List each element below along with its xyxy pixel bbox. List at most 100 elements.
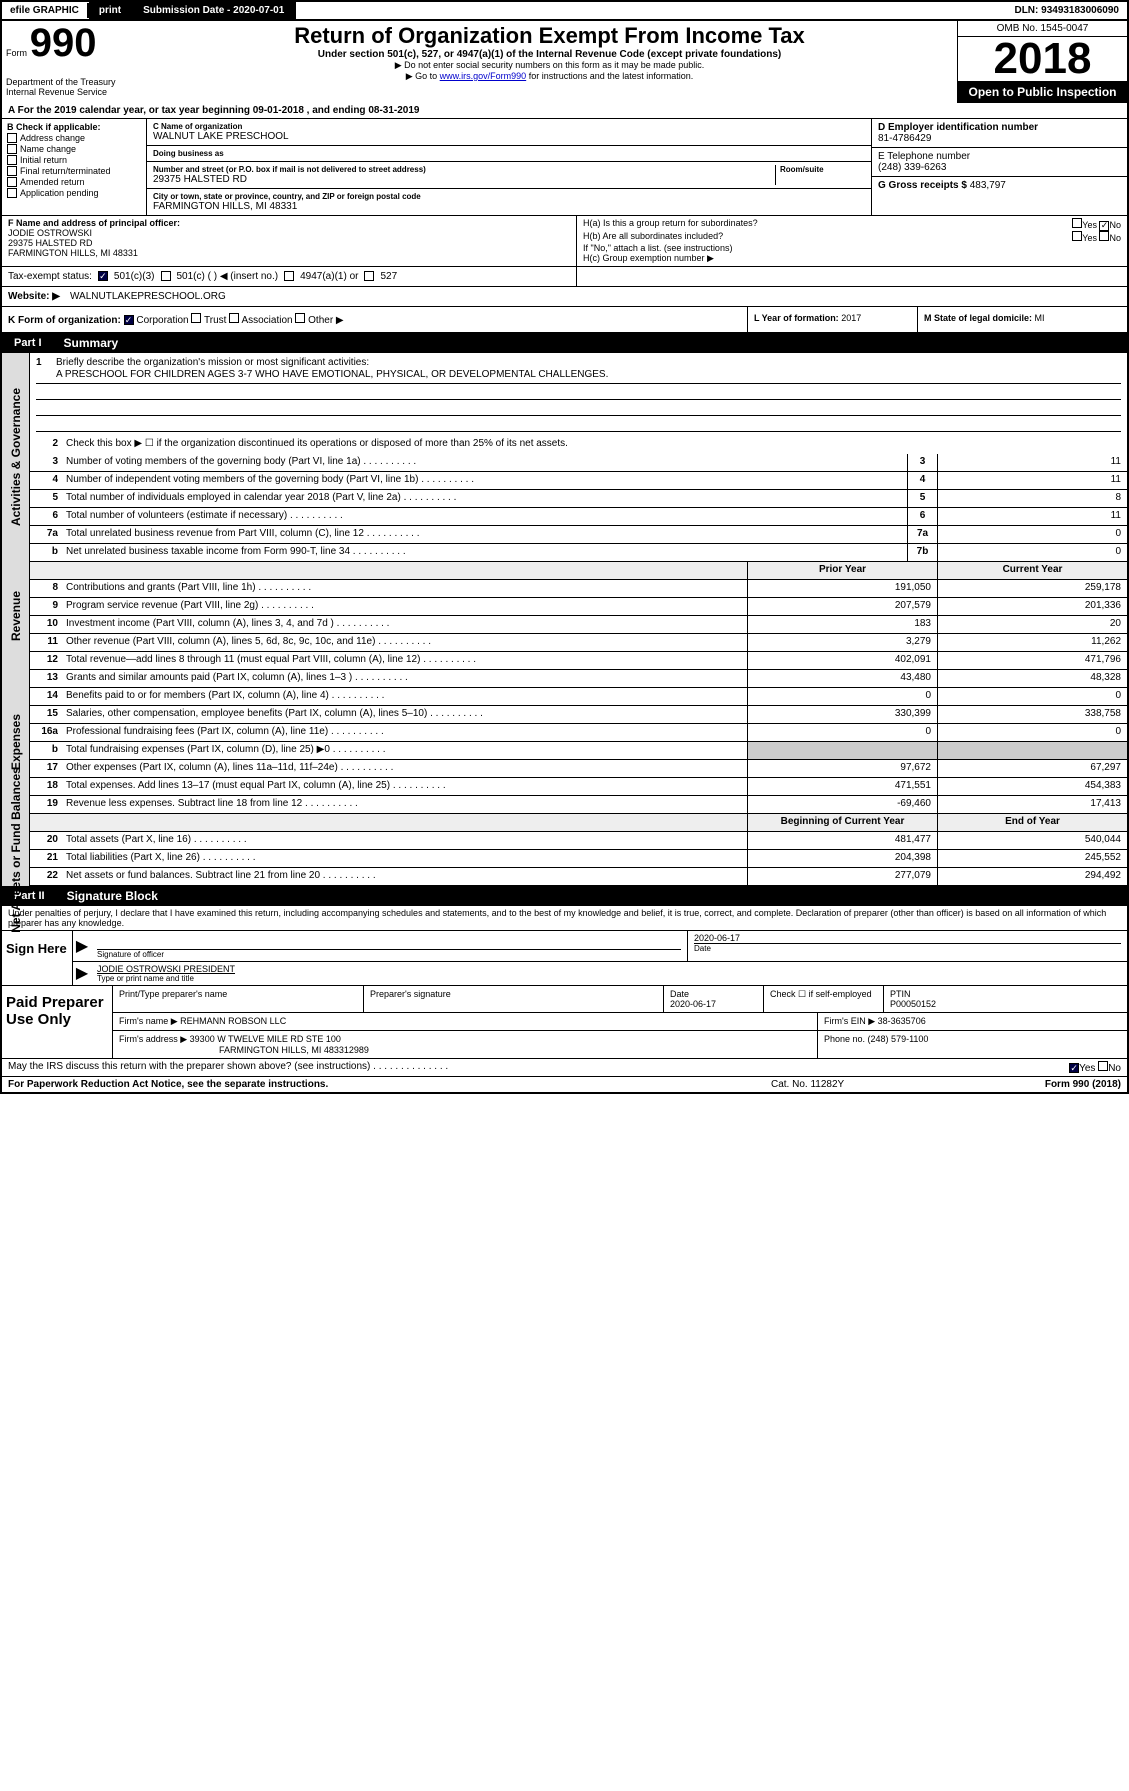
cb-trust[interactable] — [191, 313, 201, 323]
cb-discuss-yes[interactable]: ✓ — [1069, 1063, 1079, 1073]
col-c: C Name of organization WALNUT LAKE PRESC… — [147, 119, 872, 215]
arrow-icon: ▶ — [73, 931, 91, 961]
cb-other[interactable] — [295, 313, 305, 323]
part-i-header: Part I Summary — [2, 333, 1127, 353]
col-b-title: B Check if applicable: — [7, 122, 141, 132]
table-row: 9Program service revenue (Part VIII, lin… — [30, 598, 1127, 616]
table-row: 21Total liabilities (Part X, line 26)204… — [30, 850, 1127, 868]
note2-pre: ▶ Go to — [406, 71, 440, 81]
firm-addr-lbl: Firm's address ▶ — [119, 1034, 187, 1044]
cb-527[interactable] — [364, 271, 374, 281]
cb-app-pending[interactable] — [7, 188, 17, 198]
ha-ans: Yes ✓No — [1072, 218, 1121, 231]
cb-corp[interactable]: ✓ — [124, 315, 134, 325]
paid-preparer-block: Paid Preparer Use Only Print/Type prepar… — [2, 986, 1127, 1059]
tax-exempt-status: Tax-exempt status: ✓501(c)(3) 501(c) ( )… — [2, 267, 577, 286]
name-lbl: C Name of organization — [153, 122, 865, 131]
paperwork-row: For Paperwork Reduction Act Notice, see … — [2, 1077, 1127, 1092]
firm-name: REHMANN ROBSON LLC — [180, 1016, 286, 1026]
cb-4947[interactable] — [284, 271, 294, 281]
part-ii-header: Part II Signature Block — [2, 886, 1127, 906]
table-row: 8Contributions and grants (Part VIII, li… — [30, 580, 1127, 598]
paperwork-lbl: For Paperwork Reduction Act Notice, see … — [8, 1079, 771, 1090]
print-button[interactable]: print — [89, 2, 133, 19]
cat-no: Cat. No. 11282Y — [771, 1079, 971, 1090]
gross-lbl: G Gross receipts $ — [878, 180, 967, 191]
cb-assoc[interactable] — [229, 313, 239, 323]
form-subtitle: Under section 501(c), 527, or 4947(a)(1)… — [148, 49, 951, 60]
q2: Check this box ▶ ☐ if the organization d… — [62, 436, 1127, 454]
org-name: WALNUT LAKE PRESCHOOL — [153, 131, 865, 142]
cb-lbl: Initial return — [20, 155, 67, 165]
i-lbl: Tax-exempt status: — [8, 271, 92, 282]
j-lbl: Website: ▶ — [8, 291, 60, 302]
cb-hb-no[interactable] — [1099, 231, 1109, 241]
form-label-block: Form 990 Department of the Treasury Inte… — [2, 21, 142, 103]
table-row: bNet unrelated business taxable income f… — [30, 544, 1127, 562]
room-lbl: Room/suite — [780, 165, 865, 174]
m-val: MI — [1035, 313, 1045, 323]
ein-lbl: D Employer identification number — [878, 122, 1121, 133]
k-lbl: K Form of organization: — [8, 315, 121, 326]
table-row: 16aProfessional fundraising fees (Part I… — [30, 724, 1127, 742]
k-form-org: K Form of organization: ✓ Corporation Tr… — [2, 307, 747, 332]
f-addr1: 29375 HALSTED RD — [8, 238, 570, 248]
l-val: 2017 — [841, 313, 861, 323]
form-main: Form 990 Department of the Treasury Inte… — [0, 21, 1129, 1094]
hb-note: If "No," attach a list. (see instruction… — [583, 243, 1121, 253]
table-row: 15Salaries, other compensation, employee… — [30, 706, 1127, 724]
col-l: L Year of formation: 2017 — [747, 307, 917, 332]
sig-date: 2020-06-17 — [694, 933, 1121, 943]
prep-date-hdr: Date — [670, 989, 757, 999]
note2-link[interactable]: www.irs.gov/Form990 — [440, 71, 527, 81]
cb-final-return[interactable] — [7, 166, 17, 176]
ein: 81-4786429 — [878, 133, 1121, 144]
side-net: Net Assets or Fund Balances — [2, 814, 30, 886]
sig-officer-lbl: Signature of officer — [97, 949, 681, 959]
cb-hb-yes[interactable] — [1072, 231, 1082, 241]
l-lbl: L Year of formation: — [754, 313, 841, 323]
section-i: Tax-exempt status: ✓501(c)(3) 501(c) ( )… — [2, 267, 1127, 287]
hdr-curr: Current Year — [937, 562, 1127, 579]
f-lbl: F Name and address of principal officer: — [8, 218, 570, 228]
f-addr2: FARMINGTON HILLS, MI 48331 — [8, 248, 570, 258]
cb-discuss-no[interactable] — [1098, 1061, 1108, 1071]
firm-ein: 38-3635706 — [878, 1016, 926, 1026]
cb-501c3[interactable]: ✓ — [98, 271, 108, 281]
cb-initial-return[interactable] — [7, 155, 17, 165]
discuss-ans: ✓Yes No — [1069, 1061, 1121, 1074]
net-assets-block: Net Assets or Fund Balances Beginning of… — [2, 814, 1127, 886]
hb-lbl: H(b) Are all subordinates included? — [583, 231, 723, 243]
cb-501c[interactable] — [161, 271, 171, 281]
ptin-lbl: PTIN — [890, 989, 1121, 999]
side-ag: Activities & Governance — [2, 353, 30, 562]
firm-ein-lbl: Firm's EIN ▶ — [824, 1016, 875, 1026]
sign-here-lbl: Sign Here — [2, 931, 72, 985]
revenue-block: Revenue Prior YearCurrent Year 8Contribu… — [2, 562, 1127, 670]
q1-lbl: Briefly describe the organization's miss… — [56, 357, 369, 368]
cb-ha-yes[interactable] — [1072, 218, 1082, 228]
section-b-to-g: B Check if applicable: Address change Na… — [2, 119, 1127, 216]
cb-address-change[interactable] — [7, 133, 17, 143]
col-d: D Employer identification number 81-4786… — [872, 119, 1127, 215]
note2-post: for instructions and the latest informat… — [526, 71, 693, 81]
hdr-eoy: End of Year — [937, 814, 1127, 831]
tel-lbl: E Telephone number — [878, 151, 1121, 162]
table-row: 14Benefits paid to or for members (Part … — [30, 688, 1127, 706]
prep-date: 2020-06-17 — [670, 999, 757, 1009]
cb-lbl: Name change — [20, 144, 76, 154]
ha-lbl: H(a) Is this a group return for subordin… — [583, 218, 758, 231]
table-row: 12Total revenue—add lines 8 through 11 (… — [30, 652, 1127, 670]
part-ii-title: Signature Block — [57, 886, 168, 906]
table-row: 11Other revenue (Part VIII, column (A), … — [30, 634, 1127, 652]
cb-name-change[interactable] — [7, 144, 17, 154]
prep-sig-hdr: Preparer's signature — [363, 986, 663, 1012]
dln: DLN: 93493183006090 — [1006, 3, 1127, 18]
sign-here-block: Sign Here ▶ Signature of officer 2020-06… — [2, 930, 1127, 986]
col-h-cont — [577, 267, 1127, 286]
cb-ha-no[interactable]: ✓ — [1099, 221, 1109, 231]
cb-amended[interactable] — [7, 177, 17, 187]
table-row: 6Total number of volunteers (estimate if… — [30, 508, 1127, 526]
table-row: 20Total assets (Part X, line 16)481,4775… — [30, 832, 1127, 850]
col-h: H(a) Is this a group return for subordin… — [577, 216, 1127, 266]
